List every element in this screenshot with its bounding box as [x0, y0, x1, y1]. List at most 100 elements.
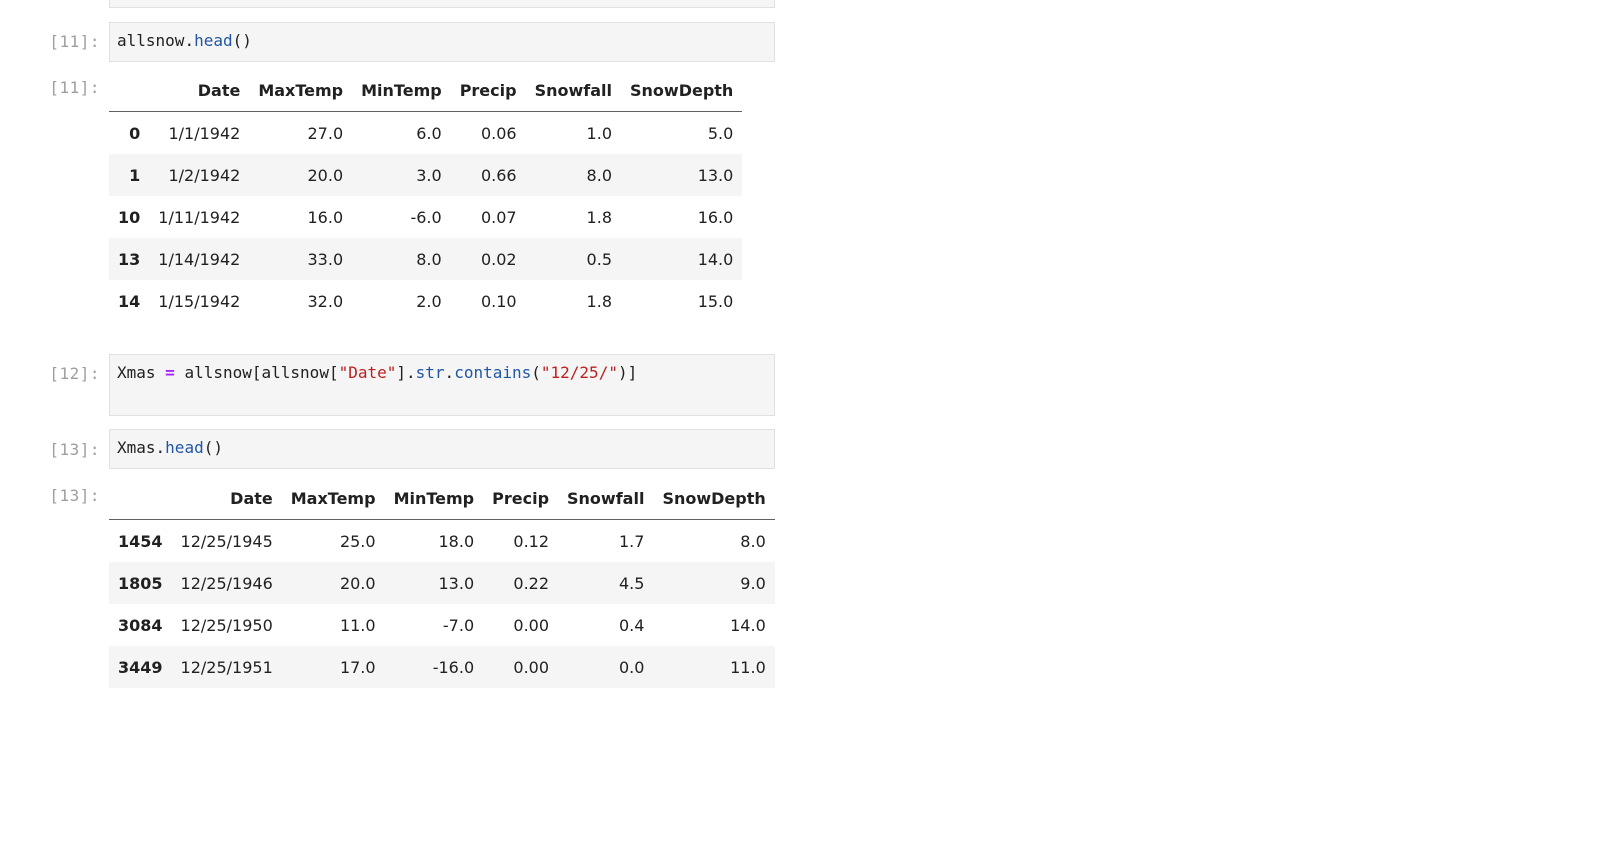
table-cell: 8.0 [740, 531, 766, 551]
table-cell: 1.7 [618, 531, 645, 551]
row-index: 10 [118, 207, 141, 227]
table-cell: 11.0 [339, 615, 376, 635]
column-header: Precip [450, 69, 526, 112]
code-token: Xmas [117, 363, 156, 382]
column-header: Date [171, 477, 282, 520]
table-row: 10 1/11/1942 16.0 -6.0 0.07 1.8 16.0 [109, 196, 742, 238]
row-index: 13 [118, 249, 141, 269]
table-cell: 0.4 [618, 615, 645, 635]
table-cell: 1.8 [586, 207, 612, 227]
table-cell: 0.07 [480, 207, 517, 227]
row-index: 14 [118, 291, 141, 311]
code-token: () [203, 438, 223, 457]
output-prompt: [13]: [49, 486, 100, 505]
table-cell: 0.0 [618, 657, 645, 677]
table-cell: 32.0 [307, 291, 344, 311]
code-token: ( [531, 363, 541, 382]
column-header: Date [149, 69, 250, 112]
input-prompt: [13]: [49, 440, 100, 459]
table-cell: 16.0 [697, 207, 734, 227]
table-cell: 1.8 [586, 291, 612, 311]
column-header: MaxTemp [249, 69, 353, 112]
table-cell: 11.0 [730, 657, 766, 677]
table-cell: 2.0 [416, 291, 442, 311]
table-cell: 0.00 [513, 615, 550, 635]
code-token: head [194, 31, 233, 50]
table-cell: 27.0 [307, 123, 344, 143]
table-row: 13 1/14/1942 33.0 8.0 0.02 0.5 14.0 [109, 238, 743, 280]
row-index: 0 [129, 123, 141, 143]
table-row: 1454 12/25/1945 25.0 18.0 0.12 1.7 8.0 [109, 520, 775, 563]
table-cell: 20.0 [339, 573, 376, 593]
table-cell: 13.0 [697, 165, 734, 185]
column-header [109, 69, 150, 112]
table-cell: 0.06 [480, 123, 517, 143]
input-prompt: [12]: [49, 364, 100, 383]
column-header: Precip [483, 477, 559, 520]
column-header [109, 477, 172, 520]
row-index: 1 [129, 165, 141, 185]
table-cell: 6.0 [416, 123, 442, 143]
table-row: 3084 12/25/1950 11.0 -7.0 0.00 0.4 14.0 [109, 604, 775, 646]
code-token: "12/25/" [540, 363, 618, 382]
output-prompt: [11]: [49, 78, 100, 97]
table-cell: 1/2/1942 [168, 165, 241, 185]
row-index: 3449 [118, 657, 163, 677]
dataframe-output: Date MaxTemp MinTemp Precip Snowfall SnowDept… [109, 477, 775, 688]
code-token: allsnow[allsnow[ [184, 363, 339, 382]
table-cell: 12/25/1945 [180, 531, 273, 551]
table-cell: 5.0 [707, 123, 734, 143]
code-token: "Date" [338, 363, 397, 382]
table-cell: 0.10 [480, 291, 517, 311]
table-cell: 0.12 [513, 531, 550, 551]
table-cell: -16.0 [432, 657, 475, 677]
column-header: MaxTemp [281, 477, 385, 520]
table-cell: 0.00 [513, 657, 550, 677]
table-cell: 1/15/1942 [158, 291, 241, 311]
code-token: head [165, 438, 204, 457]
code-token: Xmas [117, 438, 156, 457]
column-header: SnowDepth [653, 477, 775, 520]
row-index: 1454 [118, 531, 163, 551]
code-token: () [232, 31, 252, 50]
column-header: SnowDepth [621, 69, 743, 112]
table-cell: 12/25/1946 [180, 573, 273, 593]
code-token: contains [454, 363, 532, 382]
table-cell: 1.0 [586, 123, 612, 143]
input-prompt: [11]: [49, 32, 100, 51]
table-cell: 12/25/1950 [180, 615, 273, 635]
table-cell: 18.0 [438, 531, 475, 551]
row-index: 3084 [118, 615, 163, 635]
table-cell: 0.5 [586, 249, 612, 269]
table-cell: 13.0 [438, 573, 475, 593]
code-token: ]. [396, 363, 416, 382]
column-header: MinTemp [384, 477, 484, 520]
table-cell: 12/25/1951 [180, 657, 273, 677]
code-token: . [444, 363, 455, 382]
table-row: 3449 12/25/1951 17.0 -16.0 0.00 0.0 11.0 [109, 646, 775, 688]
column-header: Snowfall [558, 477, 654, 520]
table-cell: 1/14/1942 [158, 249, 241, 269]
table-cell: 8.0 [586, 165, 612, 185]
table-cell: 20.0 [307, 165, 344, 185]
code-cell-input[interactable]: Xmas = allsnow[allsnow["Date"].str.conta… [109, 354, 775, 416]
table-row: 1 1/2/1942 20.0 3.0 0.66 8.0 13.0 [109, 154, 743, 196]
table-cell: -7.0 [442, 615, 475, 635]
code-token: = [165, 363, 175, 382]
table-cell: 0.22 [513, 573, 550, 593]
previous-cell-bottom[interactable] [109, 0, 775, 8]
code-token: str [415, 363, 445, 382]
row-index: 1805 [118, 573, 163, 593]
code-token: . [155, 438, 166, 457]
table-cell: 33.0 [307, 249, 344, 269]
table-cell: 14.0 [697, 249, 734, 269]
code-cell-input[interactable]: allsnow.head() [109, 22, 775, 62]
table-header-row: Date MaxTemp MinTemp Precip Snowfall SnowDept… [109, 69, 743, 112]
dataframe-output: Date MaxTemp MinTemp Precip Snowfall SnowDept… [109, 69, 743, 322]
code-token: allsnow [117, 31, 185, 50]
table-cell: 15.0 [697, 291, 734, 311]
table-cell: -6.0 [410, 207, 442, 227]
code-cell-input[interactable]: Xmas.head() [109, 429, 775, 469]
code-token: . [184, 31, 195, 50]
table-cell: 0.66 [480, 165, 517, 185]
